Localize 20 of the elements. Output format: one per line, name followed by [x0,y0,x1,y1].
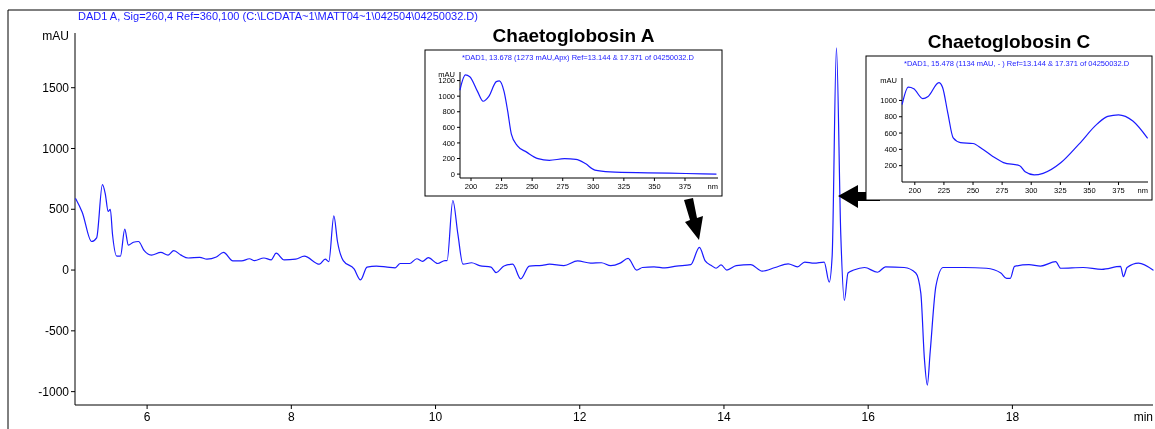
y-tick-label: 500 [48,202,70,217]
y-tick-label: -500 [44,324,70,339]
y-tick-label: -1000 [38,384,70,399]
chart-title: DAD1 A, Sig=260,4 Ref=360,100 (C:\LCDATA~1\MATT04~1\042504\04250032.D) [78,10,478,22]
x-tick-label: 12 [573,410,587,424]
y-axis-title: mAU [42,29,69,44]
line-series [459,74,717,175]
chart-title: Chaetoglobosin C [927,31,1091,52]
x-axis-title: min [1133,410,1153,424]
x-tick-label: 18 [1005,410,1020,424]
x-tick-label: 8 [287,410,295,424]
x-tick-label: 16 [861,410,876,424]
chart-title: Chaetoglobosin A [492,25,655,46]
x-tick-label: 14 [717,410,731,424]
line-series [901,81,1148,176]
y-tick-label: 0 [62,263,70,278]
y-tick-label: 1000 [42,141,70,156]
x-tick-label: 10 [428,410,443,424]
y-tick-label: 1500 [42,80,70,95]
x-tick-label: 6 [143,410,151,424]
